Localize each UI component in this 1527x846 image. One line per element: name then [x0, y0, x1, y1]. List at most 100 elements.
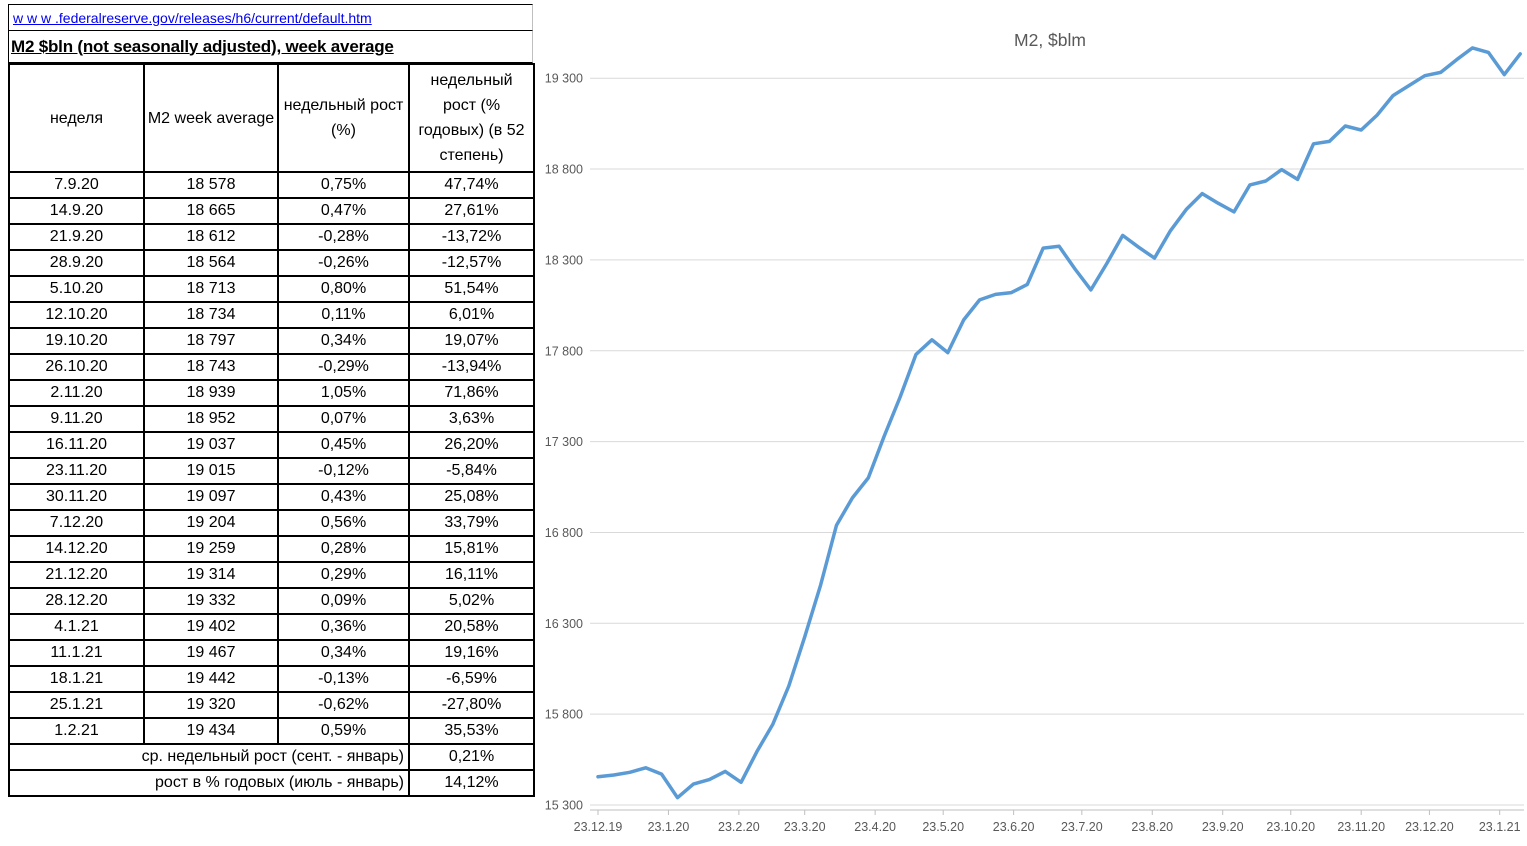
table-cell[interactable]: 19 434 [143, 717, 279, 745]
table-cell[interactable]: 23.11.20 [8, 457, 145, 485]
table-cell[interactable]: -12,57% [408, 249, 535, 277]
table-cell[interactable]: 71,86% [408, 379, 535, 407]
table-cell[interactable]: 2.11.20 [8, 379, 145, 407]
table-cell[interactable]: 15,81% [408, 535, 535, 563]
table-cell[interactable]: 35,53% [408, 717, 535, 745]
table-cell[interactable]: 19 314 [143, 561, 279, 589]
table-cell[interactable]: 0,07% [277, 405, 410, 433]
table-cell[interactable]: -0,29% [277, 353, 410, 381]
table-cell[interactable]: 3,63% [408, 405, 535, 433]
y-axis-label: 18 300 [545, 253, 583, 267]
table-cell[interactable]: -0,13% [277, 665, 410, 693]
table-cell[interactable]: 5,02% [408, 587, 535, 615]
table-cell[interactable]: -13,94% [408, 353, 535, 381]
table-cell[interactable]: 0,45% [277, 431, 410, 459]
x-axis-label: 23.6.20 [993, 820, 1035, 834]
table-cell[interactable]: 19,16% [408, 639, 535, 667]
table-cell[interactable]: 0,56% [277, 509, 410, 537]
table-cell[interactable]: 1,05% [277, 379, 410, 407]
table-cell[interactable]: 0,75% [277, 171, 410, 199]
table-cell[interactable]: 0,11% [277, 301, 410, 329]
table-cell[interactable]: 21.12.20 [8, 561, 145, 589]
table-cell[interactable]: 1.2.21 [8, 717, 145, 745]
table-cell[interactable]: 0,28% [277, 535, 410, 563]
table-cell[interactable]: -0,28% [277, 223, 410, 251]
table-cell[interactable]: 18 734 [143, 301, 279, 329]
table-cell[interactable]: 16,11% [408, 561, 535, 589]
table-cell[interactable]: 0,09% [277, 587, 410, 615]
table-cell[interactable]: 47,74% [408, 171, 535, 199]
table-cell[interactable]: 18 743 [143, 353, 279, 381]
table-cell[interactable]: 14.12.20 [8, 535, 145, 563]
table-cell[interactable]: 25.1.21 [8, 691, 145, 719]
table-cell[interactable]: 19,07% [408, 327, 535, 355]
column-header: M2 week average [143, 63, 279, 173]
table-cell[interactable]: 19 402 [143, 613, 279, 641]
table-cell[interactable]: 19 015 [143, 457, 279, 485]
table-cell[interactable]: 19 259 [143, 535, 279, 563]
table-cell[interactable]: -6,59% [408, 665, 535, 693]
table-cell[interactable]: 16.11.20 [8, 431, 145, 459]
x-axis-label: 23.5.20 [922, 820, 964, 834]
table-cell[interactable]: 51,54% [408, 275, 535, 303]
table-cell[interactable]: 5.10.20 [8, 275, 145, 303]
table-row: 28.9.20 18 564 -0,26% -12,57% [8, 249, 535, 277]
table-cell[interactable]: 0,36% [277, 613, 410, 641]
table-cell[interactable]: 18 713 [143, 275, 279, 303]
table-cell[interactable]: 18 952 [143, 405, 279, 433]
table-cell[interactable]: 26.10.20 [8, 353, 145, 381]
m2-line-chart[interactable]: 15 300 15 800 16 300 16 800 17 300 17 800 18 3… [536, 0, 1527, 846]
table-cell[interactable]: 18 578 [143, 171, 279, 199]
table-cell[interactable]: 0,29% [277, 561, 410, 589]
table-cell[interactable]: 0,47% [277, 197, 410, 225]
table-cell[interactable]: -13,72% [408, 223, 535, 251]
summary-value[interactable]: 0,21% [408, 743, 535, 771]
table-cell[interactable]: 0,34% [277, 639, 410, 667]
table-cell[interactable]: 30.11.20 [8, 483, 145, 511]
table-cell[interactable]: 4.1.21 [8, 613, 145, 641]
federalreserve-link[interactable]: w w w .federalreserve.gov/releases/h6/cu… [13, 9, 372, 26]
table-cell[interactable]: 27,61% [408, 197, 535, 225]
table-cell[interactable]: 19 467 [143, 639, 279, 667]
table-cell[interactable]: 0,80% [277, 275, 410, 303]
table-cell[interactable]: 0,43% [277, 483, 410, 511]
table-cell[interactable]: 28.9.20 [8, 249, 145, 277]
table-cell[interactable]: 19 204 [143, 509, 279, 537]
table-cell[interactable]: 12.10.20 [8, 301, 145, 329]
table-cell[interactable]: 25,08% [408, 483, 535, 511]
table-cell[interactable]: 14.9.20 [8, 197, 145, 225]
summary-value[interactable]: 14,12% [408, 769, 535, 797]
table-row: 7.12.20 19 204 0,56% 33,79% [8, 509, 535, 537]
table-cell[interactable]: -5,84% [408, 457, 535, 485]
table-cell[interactable]: -27,80% [408, 691, 535, 719]
table-cell[interactable]: -0,62% [277, 691, 410, 719]
table-cell[interactable]: 7.9.20 [8, 171, 145, 199]
table-cell[interactable]: 6,01% [408, 301, 535, 329]
table-cell[interactable]: 33,79% [408, 509, 535, 537]
table-cell[interactable]: 19 442 [143, 665, 279, 693]
table-cell[interactable]: -0,26% [277, 249, 410, 277]
table-cell[interactable]: 18.1.21 [8, 665, 145, 693]
table-cell[interactable]: 28.12.20 [8, 587, 145, 615]
table-cell[interactable]: 20,58% [408, 613, 535, 641]
table-cell[interactable]: 0,34% [277, 327, 410, 355]
table-cell[interactable]: 18 612 [143, 223, 279, 251]
table-cell[interactable]: 19 037 [143, 431, 279, 459]
table-cell[interactable]: 18 665 [143, 197, 279, 225]
table-cell[interactable]: 19 320 [143, 691, 279, 719]
y-axis-label: 15 300 [545, 799, 583, 813]
table-cell[interactable]: 19.10.20 [8, 327, 145, 355]
table-cell[interactable]: 19 332 [143, 587, 279, 615]
table-cell[interactable]: 18 564 [143, 249, 279, 277]
table-cell[interactable]: 19 097 [143, 483, 279, 511]
table-cell[interactable]: 18 797 [143, 327, 279, 355]
table-cell[interactable]: 11.1.21 [8, 639, 145, 667]
table-body: 7.9.20 18 578 0,75% 47,74% 14.9.20 18 665 0,47… [8, 171, 535, 745]
table-cell[interactable]: 7.12.20 [8, 509, 145, 537]
table-cell[interactable]: 18 939 [143, 379, 279, 407]
table-cell[interactable]: 21.9.20 [8, 223, 145, 251]
table-cell[interactable]: 26,20% [408, 431, 535, 459]
table-cell[interactable]: -0,12% [277, 457, 410, 485]
table-cell[interactable]: 0,59% [277, 717, 410, 745]
table-cell[interactable]: 9.11.20 [8, 405, 145, 433]
